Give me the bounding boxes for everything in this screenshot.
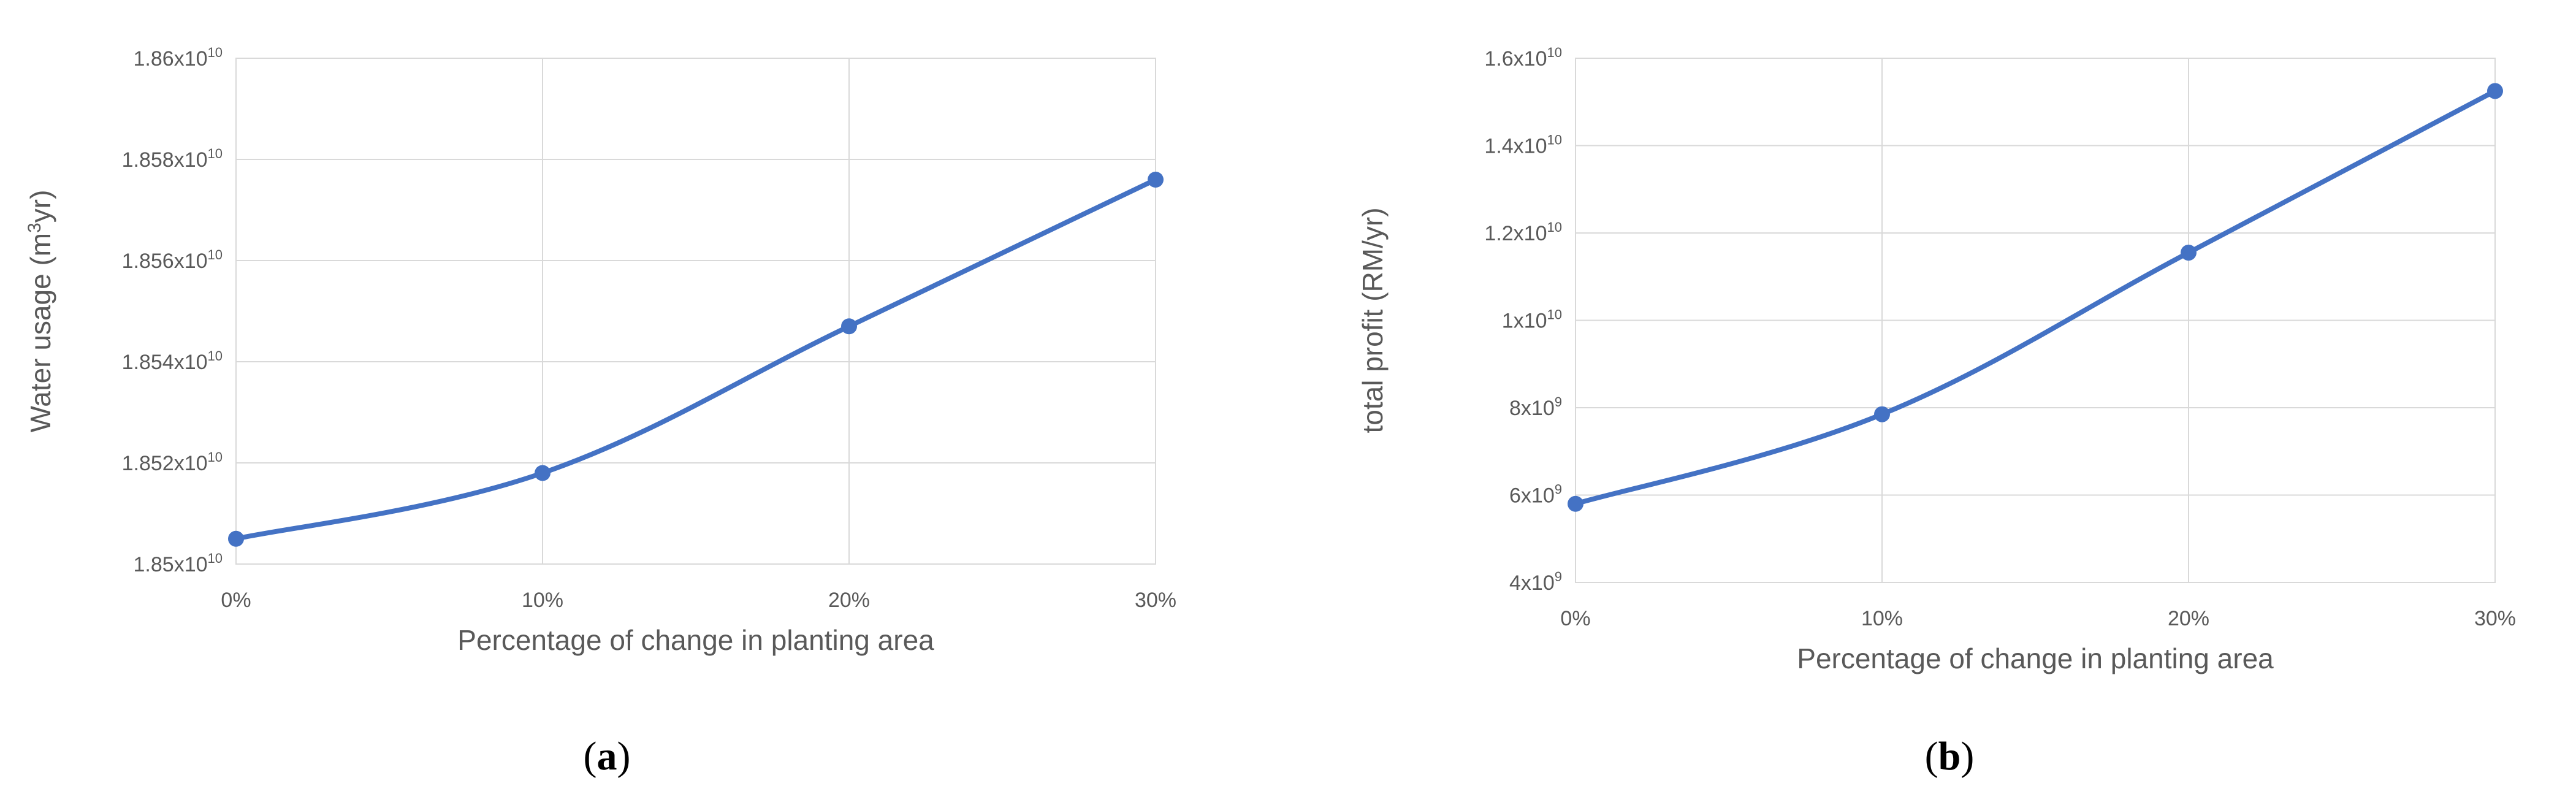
y-axis-title-superscript: 3 [25, 223, 45, 233]
y-axis-title: Water usage (m3yr) [25, 190, 56, 433]
y-tick-label: 8x109 [1509, 394, 1562, 420]
x-tick-label: 20% [828, 589, 870, 612]
y-tick-exponent: 10 [208, 146, 223, 161]
y-tick-label: 1.4x1010 [1484, 132, 1562, 158]
data-point [841, 318, 857, 335]
data-point [2487, 83, 2503, 99]
data-point [2181, 245, 2197, 261]
y-tick-label: 1.86x1010 [134, 45, 223, 71]
panel-label: (a) [584, 734, 631, 779]
y-tick-label: 1.856x1010 [122, 247, 223, 273]
y-tick-exponent: 10 [208, 247, 223, 262]
panel-label: (b) [1925, 734, 1975, 779]
y-tick-mantissa: 6x10 [1509, 484, 1555, 508]
y-tick-mantissa: 1.856x10 [122, 250, 208, 273]
data-point [1148, 172, 1164, 188]
x-tick-label: 30% [2474, 607, 2516, 630]
y-tick-label: 1x1010 [1502, 307, 1562, 333]
y-tick-label: 1.2x1010 [1484, 219, 1562, 245]
y-tick-mantissa: 4x10 [1509, 571, 1555, 595]
y-tick-exponent: 10 [1547, 219, 1562, 235]
y-tick-mantissa: 1.852x10 [122, 452, 208, 475]
y-tick-mantissa: 1.858x10 [122, 148, 208, 172]
y-tick-mantissa: 1x10 [1502, 310, 1547, 333]
y-tick-label: 4x109 [1509, 569, 1562, 595]
x-tick-label: 10% [522, 589, 563, 612]
data-point [1568, 495, 1583, 512]
y-tick-mantissa: 1.86x10 [134, 47, 208, 71]
y-tick-label: 1.6x1010 [1484, 45, 1562, 71]
y-tick-mantissa: 8x10 [1509, 397, 1555, 420]
x-tick-label: 0% [221, 589, 251, 612]
x-axis-title: Percentage of change in planting area [1797, 643, 2274, 674]
y-axis-title-suffix: yr) [25, 190, 56, 223]
y-tick-label: 1.85x1010 [134, 551, 223, 576]
panel-letter: b [1938, 734, 1961, 779]
x-axis-title: Percentage of change in planting area [457, 624, 934, 656]
series-line [234, 177, 1158, 541]
x-tick-label: 20% [2168, 607, 2209, 630]
data-point [535, 465, 551, 481]
y-tick-label: 1.858x1010 [122, 146, 223, 172]
plot-area [235, 58, 1156, 565]
y-tick-exponent: 9 [1555, 482, 1562, 497]
y-tick-exponent: 9 [1555, 569, 1562, 584]
y-tick-exponent: 10 [1547, 45, 1562, 60]
y-tick-mantissa: 1.85x10 [134, 553, 208, 576]
x-tick-label: 10% [1861, 607, 1903, 630]
y-axis-title-text: total profit (RM/yr) [1357, 207, 1389, 433]
data-point [1874, 406, 1890, 422]
y-tick-exponent: 10 [208, 449, 223, 465]
y-tick-label: 1.854x1010 [122, 348, 223, 374]
x-tick-label: 0% [1560, 607, 1590, 630]
y-tick-label: 6x109 [1509, 482, 1562, 508]
y-tick-exponent: 10 [208, 45, 223, 60]
y-tick-exponent: 10 [1547, 307, 1562, 322]
data-point [228, 530, 244, 547]
y-tick-label: 1.852x1010 [122, 449, 223, 475]
y-tick-mantissa: 1.4x10 [1484, 135, 1547, 158]
chart-total-profit: 4x1096x1098x1091x10101.2x10101.4x10101.6… [1357, 45, 2516, 779]
y-tick-exponent: 10 [1547, 132, 1562, 148]
y-tick-exponent: 10 [208, 348, 223, 364]
y-axis-title-text: Water usage (m [25, 233, 56, 433]
plot-area [1575, 58, 2496, 583]
series-line [1573, 88, 2498, 506]
chart-water-usage: 1.85x10101.852x10101.854x10101.856x10101… [25, 45, 1176, 779]
y-tick-exponent: 9 [1555, 394, 1562, 410]
y-axis-title: total profit (RM/yr) [1357, 207, 1389, 433]
x-tick-label: 30% [1135, 589, 1176, 612]
y-tick-mantissa: 1.6x10 [1484, 47, 1547, 71]
panel-letter: a [597, 734, 617, 779]
y-tick-mantissa: 1.854x10 [122, 351, 208, 374]
y-tick-exponent: 10 [208, 551, 223, 566]
y-tick-mantissa: 1.2x10 [1484, 222, 1547, 245]
